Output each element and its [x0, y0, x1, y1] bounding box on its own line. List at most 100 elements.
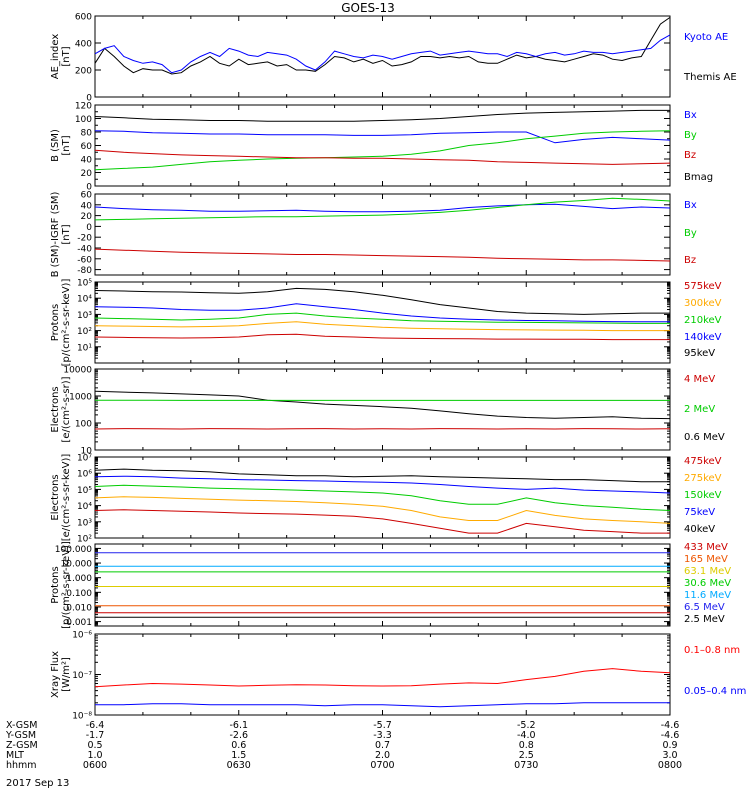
- series-line: [94, 390, 671, 420]
- y-axis-label-line: B (SM): [50, 129, 61, 162]
- legend-entry: 95keV: [684, 348, 715, 359]
- y-tick-label: 10⁵: [77, 486, 92, 496]
- y-tick-label: 80: [81, 129, 93, 139]
- series-line: [94, 484, 671, 511]
- y-axis-label-line: [nT]: [61, 135, 72, 155]
- y-tick-label: -80: [77, 266, 92, 276]
- legend-entry: Bz: [684, 150, 696, 161]
- series-line: [94, 248, 671, 262]
- y-tick-label: 0: [86, 183, 92, 193]
- y-axis-label-line: [nT]: [61, 46, 72, 66]
- legend-entry: Bx: [684, 110, 697, 121]
- y-axis-label-line: [e/(cm²-s-sr-keV)]: [61, 454, 72, 542]
- y-tick-label: 20: [81, 169, 93, 179]
- y-tick-label: 10⁻⁶: [72, 631, 92, 641]
- series-line: [94, 130, 671, 171]
- footer-value: 0.8: [519, 740, 534, 751]
- series-line: [94, 333, 670, 341]
- y-axis-label-line: AE_index: [50, 34, 61, 80]
- y-tick-label: 0.001: [66, 618, 92, 628]
- panel-6: 10² 10³ 10⁴ 10⁵ 10⁶ 10⁷ Electrons[e/(cm²-s-sr-…: [50, 454, 722, 545]
- y-tick-label: 120: [75, 102, 92, 112]
- series-line: [94, 668, 671, 688]
- y-axis-label-line: [p/(cm²-s-sr-keV)]: [61, 279, 72, 367]
- footer-value: -5.7: [373, 720, 392, 731]
- footer-value: -4.6: [661, 720, 680, 731]
- footer-value: 0.5: [87, 740, 102, 751]
- footer-value: 3.0: [662, 750, 677, 761]
- series-line: [94, 303, 670, 323]
- y-tick-label: 10⁶: [77, 470, 92, 480]
- series-line: [94, 109, 670, 122]
- legend-entry: 40keV: [684, 524, 715, 535]
- legend-entry: 475keV: [684, 456, 722, 467]
- legend-entry: 575keV: [684, 281, 722, 292]
- panel-7: 0.0010.0100.1001.00010.000100.000Protons…: [50, 541, 731, 629]
- y-axis-label-line: Protons: [50, 304, 61, 341]
- series-line: [94, 130, 671, 144]
- series-line: [94, 287, 670, 315]
- footer-value: 1.0: [87, 750, 102, 761]
- legend-entry: 0.1–0.8 nm: [684, 645, 740, 656]
- series-line: [94, 203, 671, 213]
- footer-value: 0.9: [662, 740, 677, 751]
- y-tick-label: 10000: [63, 366, 92, 376]
- legend-entry: 210keV: [684, 315, 722, 326]
- series-line: [94, 496, 671, 524]
- y-tick-label: 1000: [69, 393, 92, 403]
- y-axis-label: Xray Flux[W/m²]: [50, 651, 72, 698]
- y-axis-label: Electrons[e/(cm²-s-sr)]: [50, 376, 72, 442]
- y-axis-label: B (SM)[nT]: [50, 129, 72, 162]
- legend-entry: By: [684, 130, 697, 141]
- footer-value: 0800: [658, 760, 682, 771]
- legend-entry: 30.6 MeV: [684, 578, 731, 589]
- y-tick-label: 60: [81, 191, 93, 201]
- footer-value: 0730: [514, 760, 538, 771]
- y-tick-label: 10²: [77, 327, 92, 337]
- footer-row-label: MLT: [6, 750, 24, 761]
- y-tick-label: 10⁷: [77, 454, 92, 464]
- y-tick-label: 60: [81, 142, 93, 152]
- y-tick-label: 100: [75, 420, 92, 430]
- footer-value: 2.0: [375, 750, 390, 761]
- y-axis-label: Protons[p/(cm²-s-sr-keV)]: [50, 279, 72, 367]
- series-line: [94, 475, 671, 494]
- series-line: [94, 312, 670, 324]
- y-tick-label: 40: [81, 156, 93, 166]
- footer-value: 2.5: [519, 750, 534, 761]
- date-label: 2017 Sep 13: [6, 778, 69, 789]
- footer-row-label: Z-GSM: [6, 740, 38, 751]
- footer-value: -4.6: [661, 730, 680, 741]
- panel-1: 0 200 400 600 AE_index[nT] Kyoto AE Themis AE: [50, 13, 737, 104]
- y-tick-label: 200: [75, 67, 92, 77]
- footer-value: 1.5: [231, 750, 246, 761]
- y-tick-label: 600: [75, 13, 92, 23]
- y-tick-label: 10.000: [61, 560, 93, 570]
- legend-entry: Bz: [684, 255, 696, 266]
- legend-entry: 11.6 MeV: [684, 590, 731, 601]
- y-tick-label: 10⁴: [77, 295, 92, 305]
- series-line: [94, 197, 671, 221]
- legend-entry: 140keV: [684, 332, 722, 343]
- footer-value: -3.3: [373, 730, 392, 741]
- y-tick-label: 10: [81, 447, 93, 457]
- legend-entry: 75keV: [684, 507, 715, 518]
- legend-entry: 6.5 MeV: [684, 602, 725, 613]
- legend-entry: 275keV: [684, 473, 722, 484]
- y-tick-label: 1.000: [66, 574, 92, 584]
- y-tick-label: 40: [81, 201, 93, 211]
- legend-entry: 2 MeV: [684, 404, 715, 415]
- y-tick-label: 10²: [77, 535, 92, 545]
- legend-entry: 4 MeV: [684, 374, 715, 385]
- y-tick-label: 10⁻⁷: [72, 671, 92, 681]
- series-line: [94, 149, 671, 165]
- legend-entry: 63.1 MeV: [684, 566, 731, 577]
- y-tick-label: -60: [77, 255, 92, 265]
- panel-2: 0 20 40 60 80 100 120 B (SM)[nT] Bx By Bz Bmag: [50, 102, 713, 193]
- footer-value: -1.7: [86, 730, 105, 741]
- series-line: [94, 509, 670, 534]
- y-axis-label: Protons[p/(cm²-s-sr-keV)]: [50, 541, 72, 629]
